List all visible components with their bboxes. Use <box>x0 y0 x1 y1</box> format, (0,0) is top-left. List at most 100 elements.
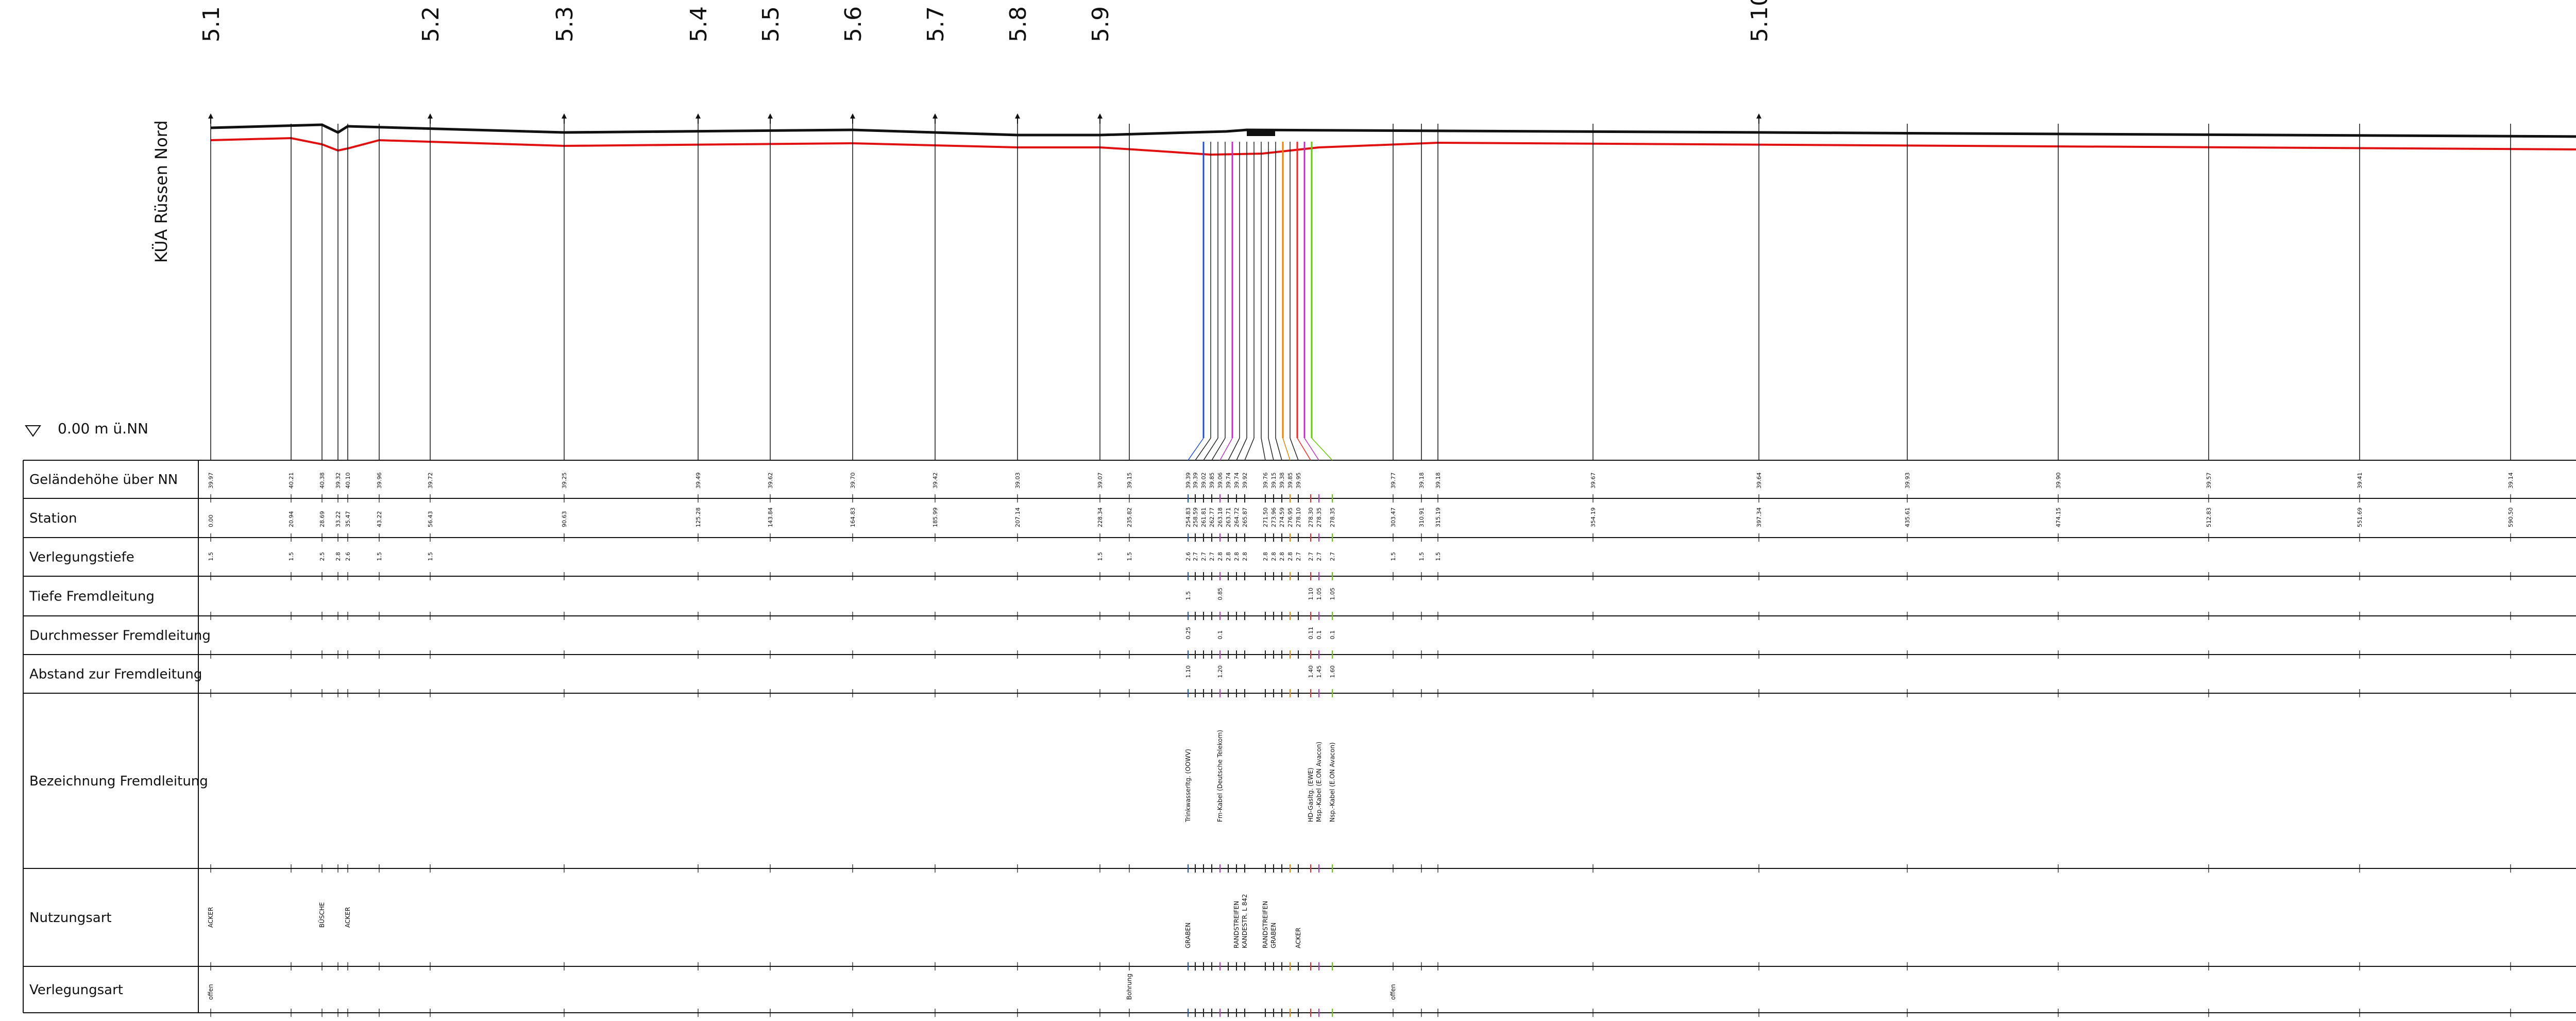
crossing-elevation: 39.76 <box>1262 473 1269 489</box>
foreign-depth: 1.05 <box>1329 588 1336 600</box>
elevation-value: 39.25 <box>561 473 568 489</box>
station-value: 56.43 <box>427 511 434 528</box>
station-value: 43.22 <box>376 511 383 528</box>
crossing-station: 278.30 <box>1308 508 1314 528</box>
crossing-use: RANDSTREIFEN <box>1233 901 1240 948</box>
depth-value: 1.5 <box>1097 552 1104 561</box>
foreign-diameter: 0.1 <box>1329 630 1336 640</box>
elevation-value: 39.67 <box>1590 473 1597 489</box>
station-value: 207.14 <box>1014 508 1021 528</box>
station-value: 33.22 <box>335 511 342 528</box>
lay-value: Bohrung <box>1126 974 1133 1000</box>
km-arrow <box>208 113 213 119</box>
station-value: 354.19 <box>1590 508 1597 528</box>
row-label: Bezeichnung Fremdleitung <box>29 774 208 789</box>
station-value: 35.47 <box>345 511 351 528</box>
crossing-fan <box>1311 438 1333 461</box>
km-arrow <box>768 113 773 119</box>
crossing-depth: 2.7 <box>1329 552 1336 561</box>
crossing-fan <box>1188 438 1204 461</box>
km-label: 5.1 <box>198 6 225 42</box>
row-label: Station <box>29 511 77 526</box>
foreign-name: HD-Gasltg. (EWE) <box>1307 767 1314 822</box>
km-label: 5.9 <box>1088 6 1114 42</box>
crossing-station: 271.50 <box>1262 508 1269 528</box>
station-value: 90.63 <box>561 511 568 528</box>
crossing-elevation: 39.74 <box>1233 473 1240 489</box>
foreign-name: Fm-Kabel (Deutsche Telekom) <box>1216 730 1224 822</box>
km-arrow <box>1097 113 1103 119</box>
crossing-depth: 2.7 <box>1295 552 1302 561</box>
foreign-distance: 1.45 <box>1316 665 1323 678</box>
foreign-name: Msp.-Kabel (E.ON Avacon) <box>1315 742 1323 822</box>
station-value: 310.91 <box>1418 508 1425 528</box>
crossing-depth: 2.7 <box>1308 552 1314 561</box>
crossing-elevation: 39.39 <box>1185 473 1192 489</box>
crossing-station: 278.35 <box>1329 508 1336 528</box>
km-arrow <box>562 113 567 119</box>
crossing-station: 254.83 <box>1185 508 1192 528</box>
crossing-fan <box>1203 438 1218 461</box>
station-value: 235.82 <box>1126 508 1133 528</box>
km-label: 5.11 <box>2572 0 2576 42</box>
crossing-elevation: 39.85 <box>1287 473 1294 489</box>
elevation-value: 39.03 <box>1014 473 1021 489</box>
elevation-value: 40.21 <box>288 473 295 489</box>
crossing-elevation: 39.02 <box>1200 473 1207 489</box>
crossing-depth: 2.8 <box>1287 552 1294 561</box>
crossing-depth: 2.8 <box>1279 552 1285 561</box>
datum-label: 0.00 m ü.NN <box>58 420 148 437</box>
crossing-depth: 2.8 <box>1217 552 1224 561</box>
km-arrow <box>1015 113 1020 119</box>
km-arrow <box>933 113 938 119</box>
crossing-depth: 2.7 <box>1209 552 1215 561</box>
crossing-depth: 2.8 <box>1233 552 1240 561</box>
station-value: 303.47 <box>1390 508 1397 528</box>
crossing-use: GRABEN <box>1270 923 1277 948</box>
crossing-fan <box>1219 438 1233 461</box>
foreign-depth: 1.5 <box>1185 591 1192 600</box>
use-value: BÜSCHE <box>317 902 326 928</box>
elevation-value: 39.96 <box>376 473 383 489</box>
foreign-diameter: 0.11 <box>1308 627 1314 640</box>
crossing-depth: 2.8 <box>1270 552 1277 561</box>
km-arrow <box>1756 113 1761 119</box>
crossing-station: 274.59 <box>1279 508 1285 528</box>
elevation-value: 39.70 <box>850 473 856 489</box>
elevation-value: 39.18 <box>1418 473 1425 489</box>
road-block <box>1247 129 1275 136</box>
crossing-fan <box>1261 438 1266 461</box>
crossing-use: KANDESTR. L 842 <box>1241 894 1248 948</box>
crossing-fan <box>1211 438 1226 461</box>
station-value: 512.83 <box>2206 508 2212 528</box>
elevation-value: 39.97 <box>208 473 214 489</box>
station-value: 315.19 <box>1435 508 1442 528</box>
crossing-elevation: 39.06 <box>1217 473 1224 489</box>
crossing-station: 278.10 <box>1295 508 1302 528</box>
table-cells: 39.97 0.00 1.5 ACKER offen 40.21 20.94 1.5 40.38… <box>207 473 2514 1000</box>
crossing-use: ACKER <box>1295 928 1302 948</box>
elevation-value: 39.14 <box>2507 473 2514 489</box>
elevation-value: 39.57 <box>2206 473 2212 489</box>
datum-triangle <box>25 425 41 437</box>
elevation-value: 39.77 <box>1390 473 1397 489</box>
crossing-station: 273.96 <box>1270 508 1277 528</box>
km-label: 5.2 <box>418 6 444 42</box>
crossing-fan <box>1195 438 1211 461</box>
station-value: 164.83 <box>850 508 856 528</box>
station-value: 228.34 <box>1097 508 1104 528</box>
lay-value: offen <box>207 984 214 1000</box>
foreign-depth: 1.10 <box>1308 588 1314 600</box>
elevation-value: 39.90 <box>2055 473 2062 489</box>
crossing-depth: 2.7 <box>1316 552 1323 561</box>
crossing-fan <box>1275 438 1282 461</box>
crossing-station: 262.77 <box>1209 508 1215 528</box>
crossing-depth: 2.6 <box>1185 552 1192 561</box>
elevation-value: 40.10 <box>345 473 351 489</box>
foreign-depth: 0.85 <box>1217 588 1224 600</box>
lay-value: offen <box>1389 984 1397 1000</box>
station-value: 28.69 <box>319 511 326 528</box>
foreign-distance: 1.40 <box>1308 665 1314 678</box>
km-label: 5.3 <box>552 6 578 42</box>
